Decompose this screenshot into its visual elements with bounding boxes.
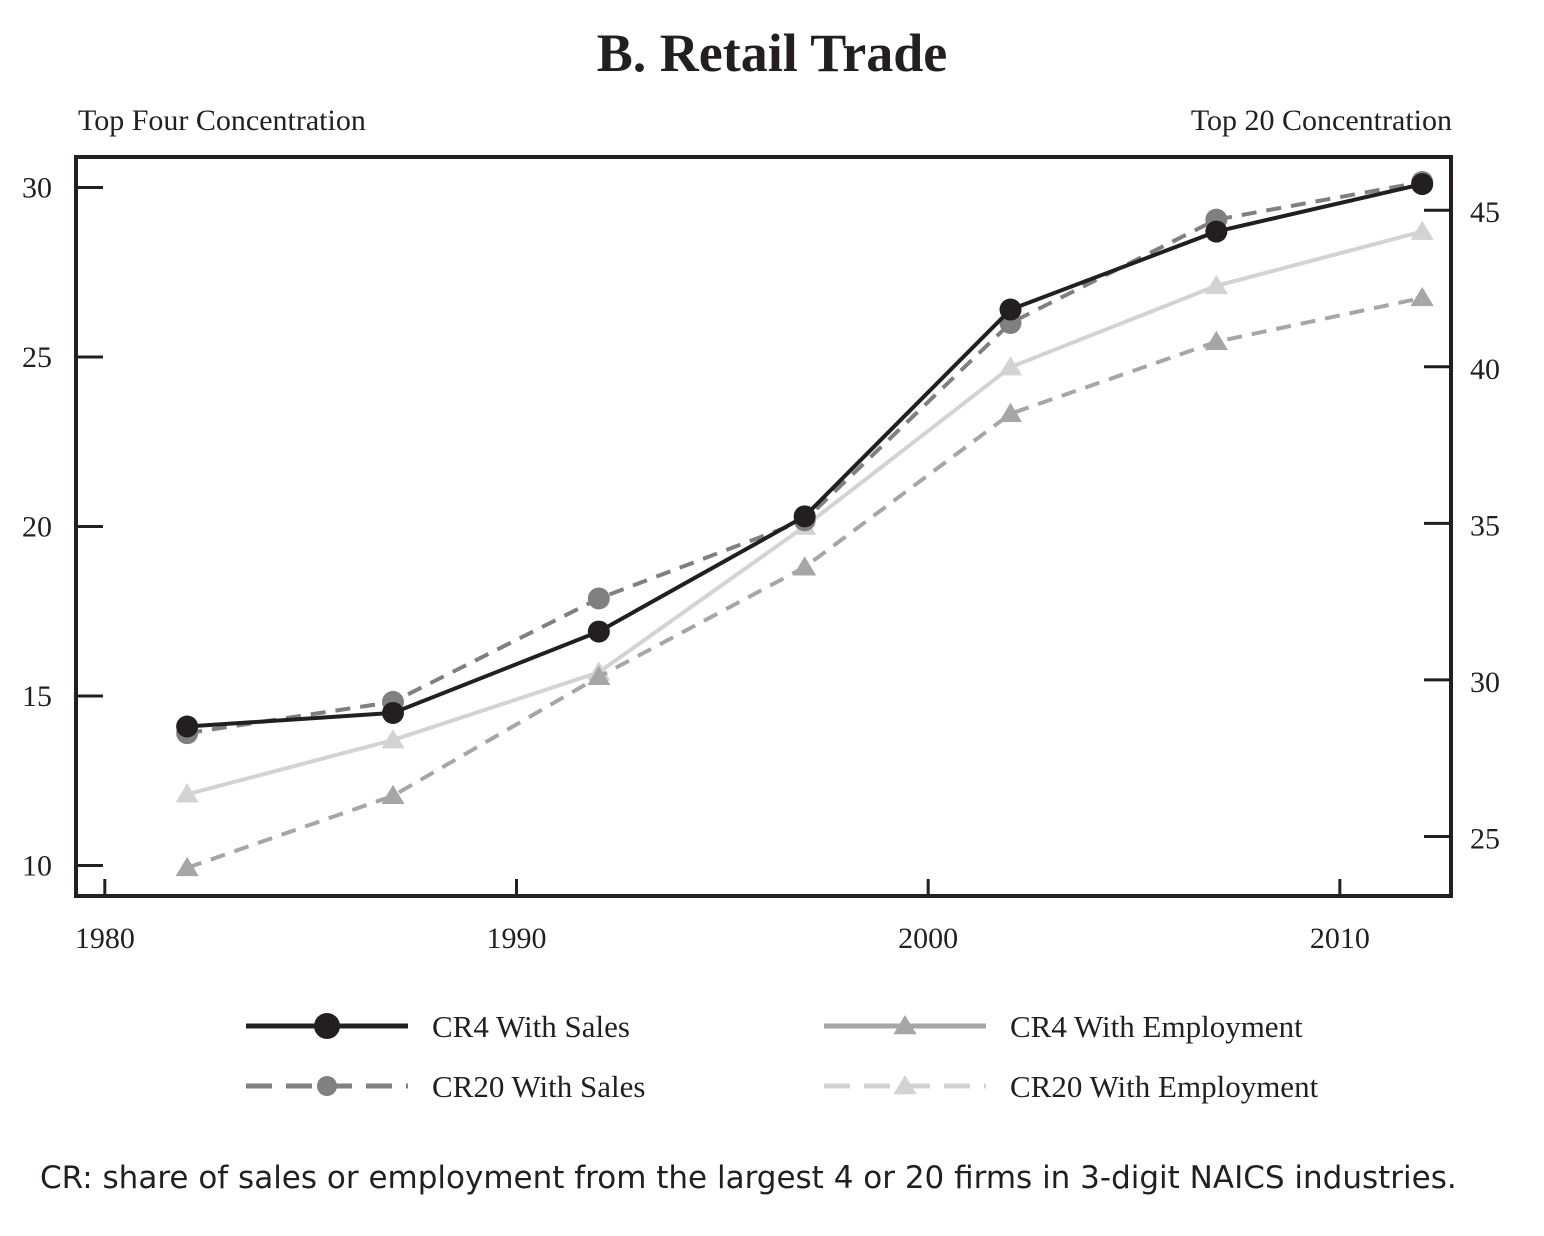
point-cr4-with-sales-1987 <box>381 701 404 724</box>
legend-label-cr4-with-employment: CR4 With Employment <box>1010 1009 1303 1044</box>
legend-marker-cr4-with-sales <box>314 1013 340 1039</box>
point-cr4-with-employment-2012 <box>1410 220 1434 240</box>
point-cr4-with-sales-1982 <box>176 715 199 738</box>
legend-marker-cr20-with-sales <box>317 1076 337 1096</box>
y-left-tick-label-10: 10 <box>22 849 52 882</box>
footnote: CR: share of sales or employment from th… <box>40 1160 1457 1196</box>
y-right-tick-label-30: 30 <box>1470 666 1500 699</box>
point-cr4-with-employment-2002 <box>998 356 1023 376</box>
y-right-tick-label-35: 35 <box>1470 509 1500 542</box>
series-line-cr20-with-employment <box>186 295 1423 870</box>
point-cr20-with-sales-1992 <box>587 587 610 610</box>
point-cr4-with-employment-1982 <box>175 783 199 803</box>
point-cr4-with-employment-1987 <box>381 729 405 749</box>
right-axis-title: Top 20 Concentration <box>1190 104 1452 137</box>
left-axis-title: Top Four Concentration <box>78 104 366 137</box>
x-tick-label-2000: 2000 <box>898 922 958 955</box>
y-left-tick-label-25: 25 <box>22 341 52 374</box>
series-line-cr20-with-sales <box>186 180 1423 736</box>
point-cr20-with-employment-1982 <box>175 856 199 877</box>
series-line-cr4-with-sales <box>187 182 1423 729</box>
point-cr4-with-employment-2007 <box>1204 274 1228 295</box>
point-cr4-with-sales-1997 <box>793 505 816 528</box>
point-cr4-with-sales-2002 <box>999 298 1022 321</box>
point-cr20-with-employment-2002 <box>998 402 1023 423</box>
legend-label-cr20-with-sales: CR20 With Sales <box>432 1069 645 1104</box>
point-cr20-with-employment-2012 <box>1410 286 1434 307</box>
point-cr20-with-employment-2007 <box>1204 330 1228 350</box>
point-cr4-with-sales-1992 <box>587 620 610 643</box>
y-left-tick-label-20: 20 <box>22 511 52 544</box>
x-tick-label-1980: 1980 <box>75 922 135 955</box>
x-tick-label-2010: 2010 <box>1310 922 1370 955</box>
x-tick-label-1990: 1990 <box>486 922 546 955</box>
y-right-tick-label-40: 40 <box>1470 353 1500 386</box>
point-cr4-with-sales-2007 <box>1205 220 1228 243</box>
chart-title: B. Retail Trade <box>596 23 948 83</box>
point-cr20-with-employment-1997 <box>793 556 817 576</box>
y-left-tick-label-15: 15 <box>22 680 52 713</box>
legend-marker-cr20-with-employment <box>893 1075 917 1095</box>
legend-label-cr20-with-employment: CR20 With Employment <box>1010 1069 1319 1104</box>
y-right-tick-label-25: 25 <box>1470 823 1500 856</box>
point-cr4-with-sales-2012 <box>1411 173 1434 196</box>
plot-frame <box>74 155 1453 898</box>
y-left-tick-label-30: 30 <box>22 172 52 205</box>
legend-marker-cr4-with-employment <box>893 1015 917 1035</box>
point-cr20-with-employment-1992 <box>587 665 611 686</box>
point-cr20-with-employment-1987 <box>381 784 405 805</box>
y-right-tick-label-45: 45 <box>1470 196 1500 229</box>
legend-label-cr4-with-sales: CR4 With Sales <box>432 1009 630 1044</box>
